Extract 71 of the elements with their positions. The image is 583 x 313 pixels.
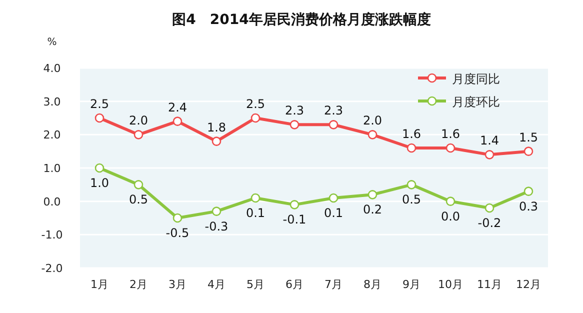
point bbox=[524, 146, 534, 156]
point bbox=[134, 180, 144, 190]
point bbox=[250, 113, 260, 123]
data-label: 0.1 bbox=[246, 206, 266, 220]
point bbox=[290, 120, 300, 130]
x-tick-label: 10月 bbox=[438, 278, 463, 291]
data-label: 1.5 bbox=[518, 130, 538, 144]
point bbox=[524, 186, 534, 196]
y-tick-label: 0.0 bbox=[43, 195, 61, 208]
x-tick-label: 9月 bbox=[402, 278, 420, 291]
point bbox=[328, 193, 338, 203]
data-label: 1.4 bbox=[480, 134, 500, 148]
data-label: 0.5 bbox=[128, 192, 148, 207]
data-label: 1.8 bbox=[206, 120, 226, 134]
x-tick-label: 2月 bbox=[130, 278, 148, 291]
point bbox=[406, 180, 416, 190]
data-label: 2.0 bbox=[362, 114, 382, 128]
point bbox=[484, 203, 494, 213]
point bbox=[212, 206, 222, 216]
y-tick-label: 3.0 bbox=[43, 95, 61, 108]
point bbox=[290, 200, 300, 210]
data-label: 0.1 bbox=[324, 206, 344, 220]
point bbox=[172, 213, 182, 223]
point bbox=[250, 193, 260, 203]
y-tick-label: 2.0 bbox=[43, 128, 61, 142]
data-label: 1.6 bbox=[440, 127, 460, 141]
point bbox=[368, 190, 378, 200]
y-axis-title: % bbox=[47, 37, 57, 48]
y-tick-label: 1.0 bbox=[43, 162, 61, 175]
point bbox=[172, 116, 182, 126]
point bbox=[212, 136, 222, 146]
y-tick-label: -2.0 bbox=[41, 262, 63, 275]
y-tick-label: 4.0 bbox=[43, 62, 61, 75]
legend-label: 月度同比 bbox=[452, 72, 500, 86]
point bbox=[484, 150, 494, 160]
y-tick-label: -1.0 bbox=[41, 228, 63, 242]
chart-title: 图4 2014年居民消费价格月度涨跌幅度 bbox=[172, 11, 431, 28]
data-label: -0.3 bbox=[204, 219, 228, 234]
legend-label: 月度环比 bbox=[452, 95, 500, 109]
data-label: -0.5 bbox=[166, 226, 190, 240]
data-label: 2.0 bbox=[128, 114, 148, 128]
data-label: -0.2 bbox=[478, 216, 502, 230]
x-tick-label: 11月 bbox=[477, 278, 502, 291]
point bbox=[94, 163, 104, 173]
point bbox=[446, 196, 456, 206]
data-label: 0.0 bbox=[440, 209, 460, 224]
data-label: 1.6 bbox=[402, 127, 422, 141]
data-label: 2.5 bbox=[246, 97, 266, 111]
data-label: 2.3 bbox=[324, 104, 344, 118]
data-label: 2.4 bbox=[168, 100, 188, 114]
data-label: 2.5 bbox=[90, 97, 110, 111]
x-tick-label: 12月 bbox=[516, 278, 541, 291]
data-label: 0.3 bbox=[518, 199, 538, 214]
point bbox=[446, 143, 456, 153]
data-label: 0.5 bbox=[402, 192, 422, 207]
x-tick-label: 3月 bbox=[168, 278, 186, 291]
data-label: -0.1 bbox=[282, 212, 306, 227]
data-label: 2.3 bbox=[284, 104, 304, 118]
point bbox=[368, 130, 378, 140]
x-tick-label: 4月 bbox=[208, 278, 226, 291]
x-tick-label: 5月 bbox=[246, 278, 264, 291]
point bbox=[94, 113, 104, 123]
x-tick-label: 6月 bbox=[286, 278, 304, 291]
data-label: 1.0 bbox=[90, 176, 110, 190]
x-tick-label: 8月 bbox=[364, 278, 382, 291]
point bbox=[328, 120, 338, 130]
x-tick-label: 7月 bbox=[324, 278, 342, 291]
x-tick-label: 1月 bbox=[90, 278, 108, 291]
point bbox=[406, 143, 416, 153]
data-label: 0.2 bbox=[362, 202, 382, 217]
point bbox=[134, 130, 144, 140]
